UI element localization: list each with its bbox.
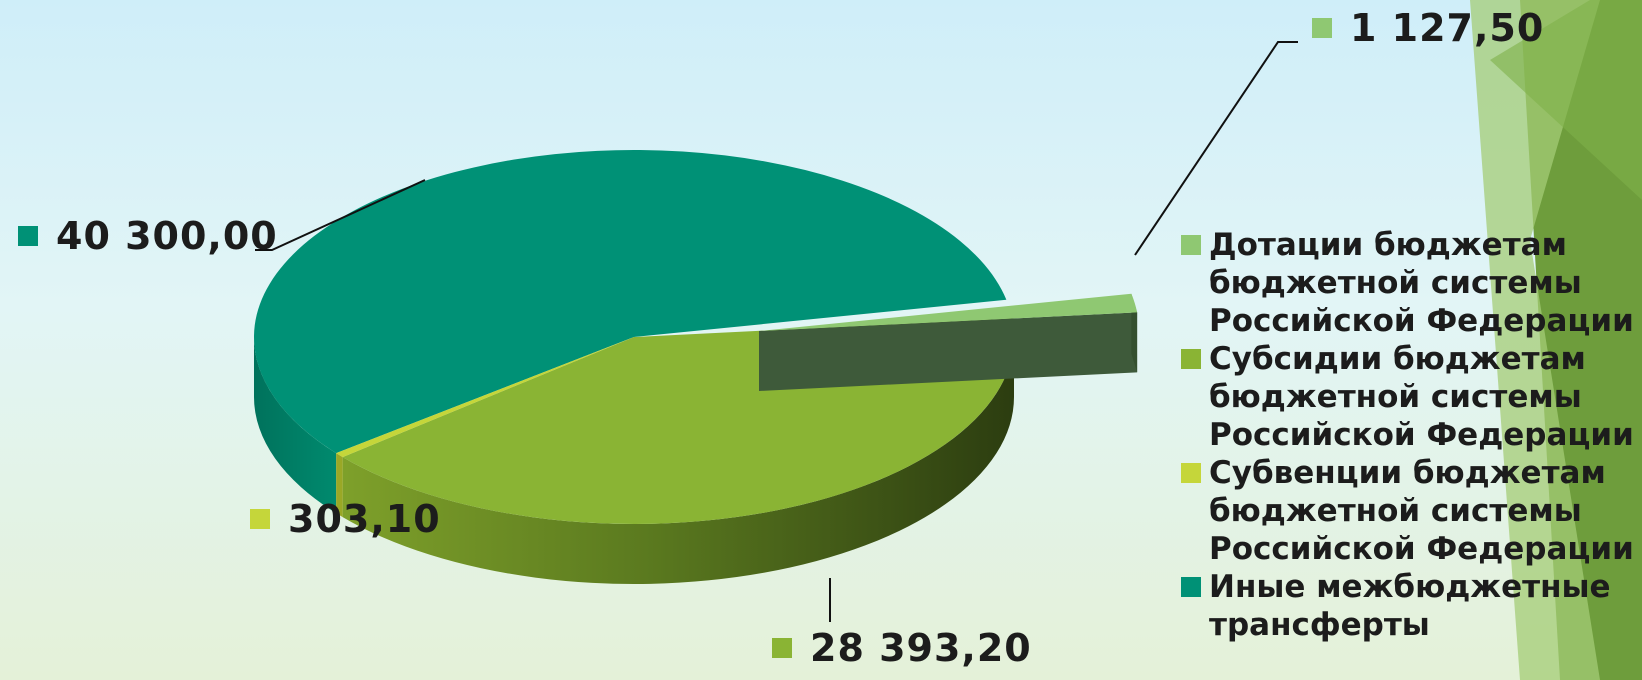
- data-label-text: 303,10: [288, 497, 441, 541]
- legend-item-subsidii: Субсидии бюджетам бюджетной системы Росс…: [1181, 340, 1641, 454]
- pie-slice-inye: [254, 150, 1007, 454]
- data-label-subventsii: 303,10: [250, 497, 441, 541]
- corner-decor-light: [1470, 0, 1600, 680]
- pie-slice-dotatsii-wall: [759, 312, 1138, 391]
- legend-item-inye: Иные межбюджетные трансферты: [1181, 568, 1641, 644]
- legend-swatch: [1181, 349, 1201, 369]
- pie-slice-subventsii: [336, 337, 634, 458]
- pie-slice-dotatsii: [759, 293, 1138, 331]
- pie-slice-subventsii-side: [336, 453, 343, 518]
- pie-slice-dotatsii-side: [1131, 293, 1138, 373]
- pie-slice-subsidii-side: [342, 337, 1014, 584]
- legend-label: Иные межбюджетные трансферты: [1209, 569, 1611, 643]
- data-label-text: 28 393,20: [810, 626, 1032, 670]
- legend-swatch: [1181, 235, 1201, 255]
- leader-layer: [255, 41, 1298, 622]
- legend-label: Дотации бюджетам бюджетной системы Росси…: [1209, 227, 1634, 339]
- legend-swatch: [1181, 577, 1201, 597]
- legend-label: Субвенции бюджетам бюджетной системы Рос…: [1209, 455, 1634, 567]
- legend-swatch: [1181, 463, 1201, 483]
- data-label-dotatsii: 1 127,50: [1312, 6, 1544, 50]
- data-label-text: 40 300,00: [56, 214, 278, 258]
- pie-slice-inye-side: [254, 337, 337, 514]
- corner-decor-mid: [1490, 0, 1642, 200]
- data-label-inye: 40 300,00: [18, 214, 278, 258]
- decor-layer: [1470, 0, 1642, 680]
- chart-legend: Дотации бюджетам бюджетной системы Росси…: [1181, 226, 1641, 644]
- data-label-swatch: [1312, 18, 1332, 38]
- data-label-subsidii: 28 393,20: [772, 626, 1032, 670]
- pie-layer: [254, 150, 1138, 584]
- legend-item-dotatsii: Дотации бюджетам бюджетной системы Росси…: [1181, 226, 1641, 340]
- legend-item-subventsii: Субвенции бюджетам бюджетной системы Рос…: [1181, 454, 1641, 568]
- data-label-swatch: [18, 226, 38, 246]
- data-label-swatch: [772, 638, 792, 658]
- legend-label: Субсидии бюджетам бюджетной системы Росс…: [1209, 341, 1634, 453]
- data-label-swatch: [250, 509, 270, 529]
- data-label-text: 1 127,50: [1350, 6, 1545, 50]
- leader-line-dotatsii: [1134, 41, 1298, 256]
- leader-line-inye: [255, 179, 426, 251]
